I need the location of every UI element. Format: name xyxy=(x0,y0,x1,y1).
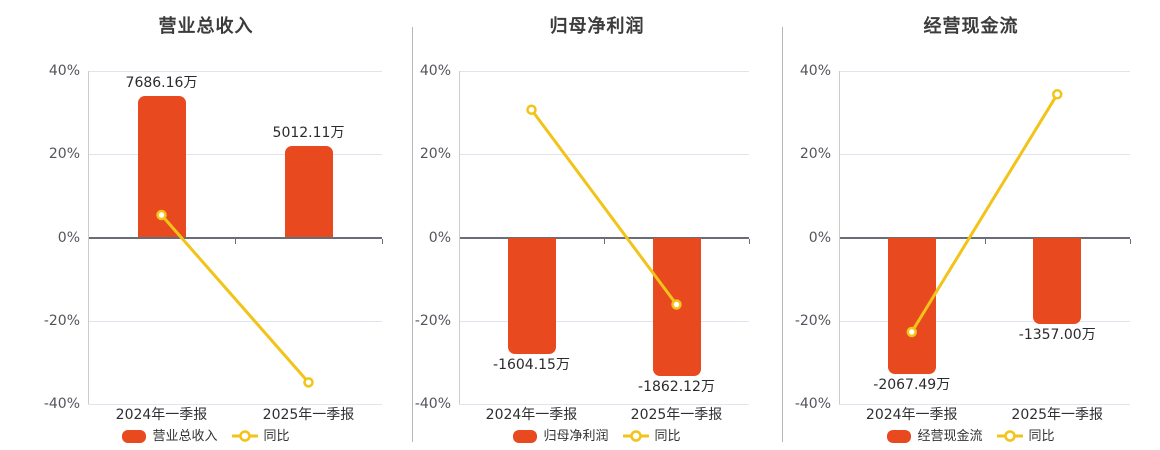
yoy-marker xyxy=(1052,89,1063,100)
y-axis-tick-label: 40% xyxy=(419,63,451,79)
x-axis-tick xyxy=(984,238,986,244)
legend-label: 同比 xyxy=(654,428,681,444)
yoy-marker xyxy=(303,377,314,388)
category-label: 2024年一季报 xyxy=(865,407,958,423)
legend-item-line[interactable]: 同比 xyxy=(231,428,290,444)
panel-divider xyxy=(412,27,413,442)
y-axis-tick-label: -40% xyxy=(794,396,831,412)
bar-2025 xyxy=(284,145,333,238)
x-axis-tick xyxy=(749,238,750,244)
gridline xyxy=(839,320,1130,322)
y-axis-tick-label: 0% xyxy=(808,229,831,246)
gridline xyxy=(459,404,749,405)
legend-item-bar[interactable]: 经营现金流 xyxy=(887,428,983,444)
panel-divider xyxy=(782,27,783,442)
bar-legend-swatch-icon xyxy=(887,429,912,443)
category-label: 2024年一季报 xyxy=(115,407,208,423)
y-axis-line xyxy=(459,71,460,404)
legend-label: 经营现金流 xyxy=(917,428,983,444)
gridline xyxy=(459,71,749,72)
bar-value-label: -1862.12万 xyxy=(638,378,715,395)
y-axis-tick-label: -40% xyxy=(43,396,80,412)
bar-value-label: -1357.00万 xyxy=(1018,327,1096,344)
gridline xyxy=(459,154,749,156)
y-axis-tick-label: 40% xyxy=(799,63,831,79)
chart-legend: 经营现金流 同比 xyxy=(782,428,1160,444)
line-legend-marker-icon xyxy=(996,430,1023,442)
chart-title: 归母净利润 xyxy=(549,16,645,37)
gridline xyxy=(839,404,1130,405)
bar-2024 xyxy=(137,95,186,238)
line-legend-marker-icon xyxy=(231,430,258,442)
category-label: 2024年一季报 xyxy=(485,407,578,423)
bar-value-label: 7686.16万 xyxy=(125,74,198,91)
gridline xyxy=(459,320,749,322)
legend-item-bar[interactable]: 营业总收入 xyxy=(122,428,218,444)
y-axis-tick-label: -20% xyxy=(414,312,451,329)
y-axis-tick-label: 20% xyxy=(419,146,451,163)
y-axis-tick-label: 20% xyxy=(48,146,80,163)
bar-legend-swatch-icon xyxy=(122,429,147,443)
legend-label: 营业总收入 xyxy=(152,428,218,444)
chart-title: 营业总收入 xyxy=(158,16,254,37)
gridline xyxy=(88,71,382,72)
x-axis-tick xyxy=(1130,238,1131,244)
line-legend-marker-icon xyxy=(622,430,649,442)
chart-panel-net-profit: 归母净利润 40% 20% 0% -20% -40% -1604.15万 2024年一季报 -1… xyxy=(412,0,782,450)
legend-item-line[interactable]: 同比 xyxy=(622,428,681,444)
chart-legend: 归母净利润 同比 xyxy=(412,428,782,444)
y-axis-tick-label: 20% xyxy=(799,146,831,163)
gridline xyxy=(88,154,382,156)
y-axis-tick-label: 0% xyxy=(57,229,80,246)
bar-2025 xyxy=(652,237,701,376)
gridline xyxy=(839,71,1130,72)
gridline xyxy=(88,320,382,322)
y-axis-tick-label: -20% xyxy=(43,312,80,329)
legend-label: 归母净利润 xyxy=(543,428,609,444)
x-axis-tick xyxy=(235,238,236,244)
chart-legend: 营业总收入 同比 xyxy=(0,428,412,444)
gridline xyxy=(839,154,1130,156)
legend-item-bar[interactable]: 归母净利润 xyxy=(513,428,609,444)
y-axis-tick-label: 0% xyxy=(428,229,451,246)
category-label: 2025年一季报 xyxy=(262,407,355,423)
bar-value-label: 5012.11万 xyxy=(272,124,345,141)
x-axis-tick xyxy=(604,238,605,244)
bar-2024 xyxy=(507,237,556,354)
category-label: 2025年一季报 xyxy=(630,407,723,423)
category-label: 2025年一季报 xyxy=(1011,407,1104,423)
chart-panel-revenue: 营业总收入 40% 20% 0% -20% -40% 7686.16万 2024年一季报 501… xyxy=(0,0,412,450)
x-axis-tick xyxy=(382,238,383,244)
legend-label: 同比 xyxy=(263,428,290,444)
y-axis-tick-label: 40% xyxy=(48,63,80,79)
chart-title: 经营现金流 xyxy=(923,16,1019,37)
legend-item-line[interactable]: 同比 xyxy=(996,428,1055,444)
bar-value-label: -1604.15万 xyxy=(493,356,570,373)
y-axis-tick-label: -20% xyxy=(794,312,831,329)
y-axis-tick-label: -40% xyxy=(414,396,451,412)
bar-value-label: -2067.49万 xyxy=(873,377,951,394)
y-axis-line xyxy=(88,71,89,404)
y-axis-line xyxy=(839,71,840,404)
yoy-marker xyxy=(526,104,537,115)
bar-legend-swatch-icon xyxy=(513,429,538,443)
gridline xyxy=(88,404,382,405)
bar-2024 xyxy=(887,237,936,375)
chart-panel-operating-cash-flow: 经营现金流 40% 20% 0% -20% -40% -2067.49万 2024年一季报 -1… xyxy=(782,0,1160,450)
legend-label: 同比 xyxy=(1028,428,1055,444)
bar-2025 xyxy=(1033,237,1082,325)
